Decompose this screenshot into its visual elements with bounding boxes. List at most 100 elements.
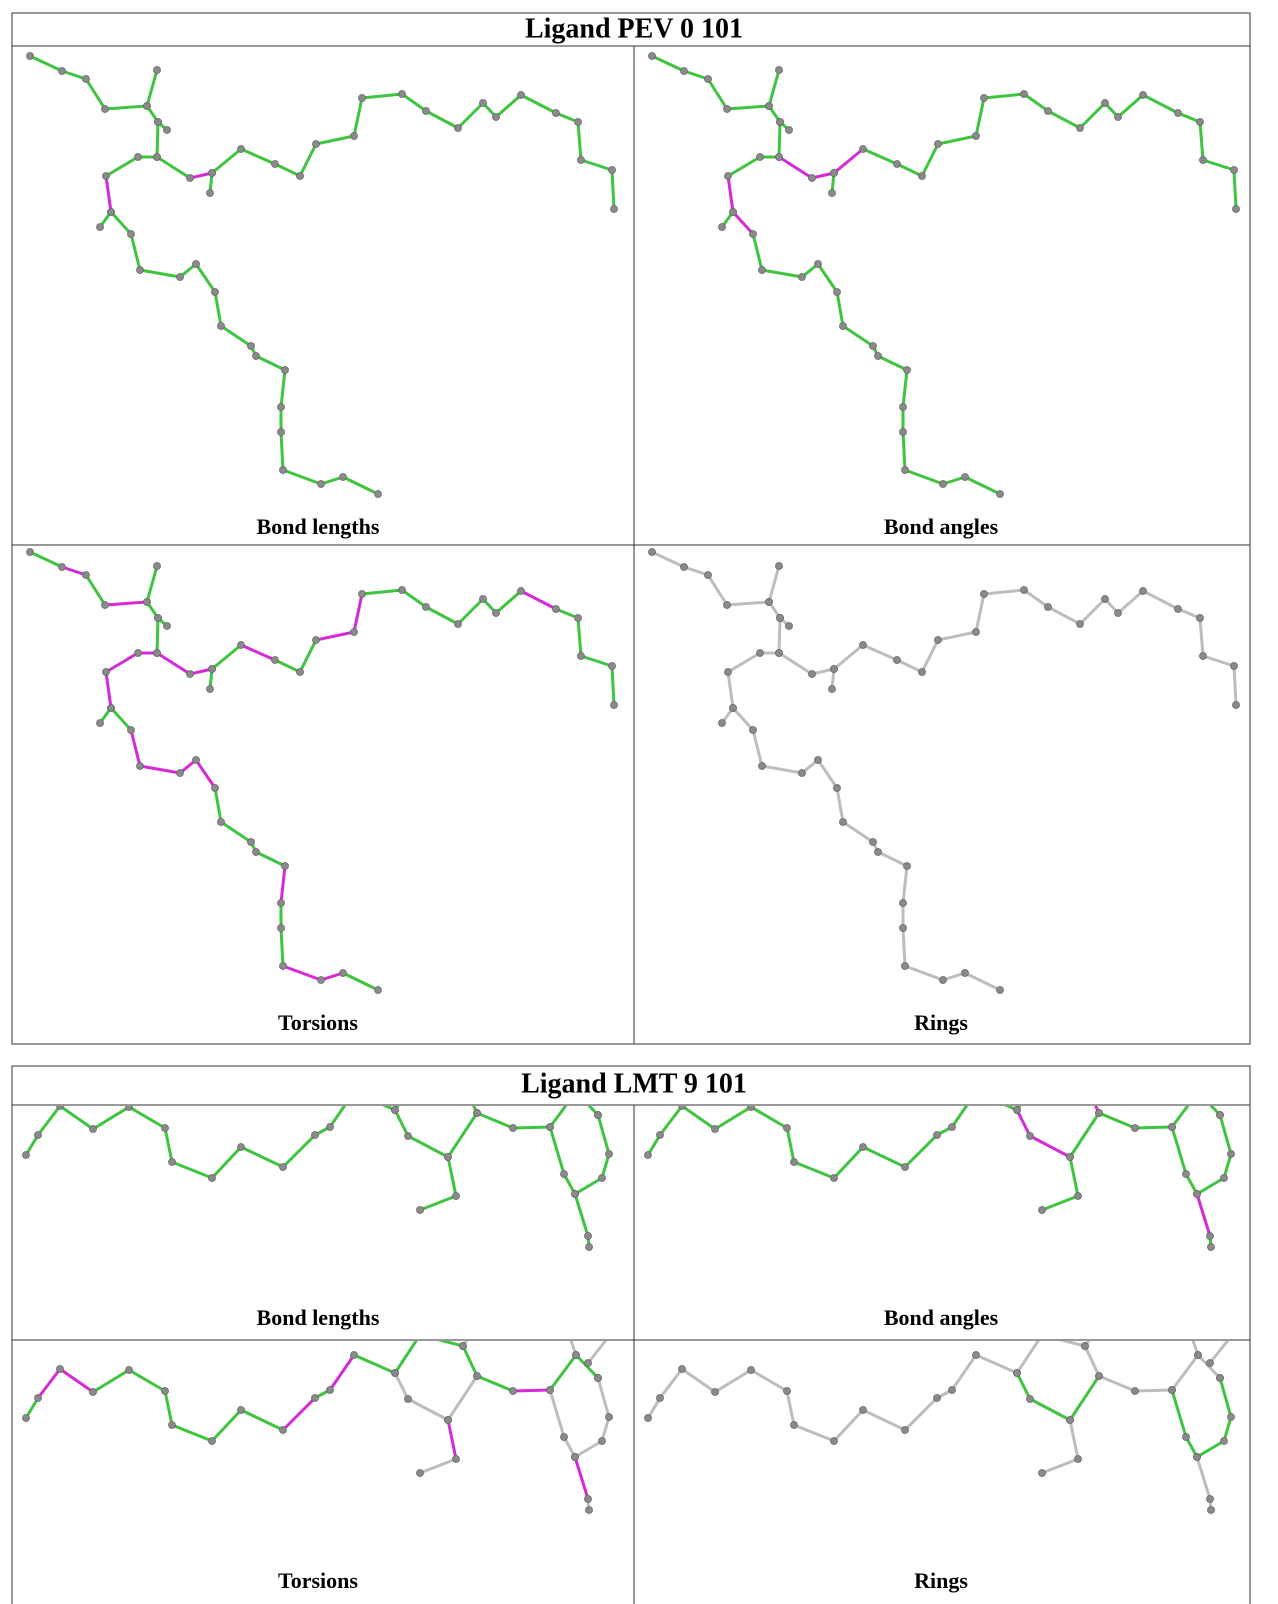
atom (1140, 588, 1147, 595)
atom (238, 642, 245, 649)
atom (207, 686, 214, 693)
atom (318, 977, 325, 984)
atom (278, 925, 285, 932)
table-title: Ligand LMT 9 101 (521, 1068, 747, 1099)
atom (248, 343, 255, 350)
atom (375, 491, 382, 498)
atom (900, 404, 907, 411)
panel-label: Bond lengths (257, 514, 380, 539)
atom (973, 1352, 980, 1359)
atom (585, 1233, 592, 1240)
atom (1217, 1375, 1224, 1382)
atom (137, 763, 144, 770)
atom (327, 1124, 334, 1131)
atom (935, 637, 942, 644)
atom (35, 1132, 42, 1139)
atom (831, 666, 838, 673)
atom (1132, 1125, 1139, 1132)
atom (108, 705, 115, 712)
atom (297, 173, 304, 180)
atom (212, 785, 219, 792)
atom (126, 1367, 133, 1374)
atom (392, 1107, 399, 1114)
atom (1115, 114, 1122, 121)
atom (585, 1360, 592, 1367)
atom (1207, 1360, 1214, 1367)
atom (218, 819, 225, 826)
atom (724, 602, 731, 609)
atom (719, 720, 726, 727)
atom (297, 669, 304, 676)
atom (193, 261, 200, 268)
atom (445, 1154, 452, 1161)
atom (144, 103, 151, 110)
atom (829, 190, 836, 197)
atom (399, 91, 406, 98)
atom (834, 289, 841, 296)
atom (809, 671, 816, 678)
atom (1231, 663, 1238, 670)
panel-label: Torsions (278, 1568, 358, 1593)
atom (313, 141, 320, 148)
atom (83, 572, 90, 579)
atom (209, 666, 216, 673)
atom (177, 770, 184, 777)
atom (187, 175, 194, 182)
atom (575, 615, 582, 622)
atom (902, 1164, 909, 1171)
atom (164, 127, 171, 134)
atom (902, 1427, 909, 1434)
atom (280, 963, 287, 970)
atom (934, 1395, 941, 1402)
atom (57, 1366, 64, 1373)
atom (791, 1422, 798, 1429)
atom (719, 224, 726, 231)
atom (209, 1175, 216, 1182)
atom (97, 720, 104, 727)
atom (313, 637, 320, 644)
atom (894, 657, 901, 664)
atom (460, 1343, 467, 1350)
atom (900, 925, 907, 932)
atom (83, 76, 90, 83)
atom (997, 491, 1004, 498)
atom (1067, 1417, 1074, 1424)
atom (712, 1126, 719, 1133)
atom (1075, 1456, 1082, 1463)
atom (102, 602, 109, 609)
atom (935, 141, 942, 148)
atom (1102, 100, 1109, 107)
atom (750, 727, 757, 734)
atom (474, 1110, 481, 1117)
atom (934, 1132, 941, 1139)
atom (340, 474, 347, 481)
atom (278, 429, 285, 436)
atom (359, 95, 366, 102)
atom (962, 970, 969, 977)
atom (474, 1373, 481, 1380)
atom (253, 353, 260, 360)
atom (327, 1387, 334, 1394)
atom (973, 133, 980, 140)
atom (135, 650, 142, 657)
atom (973, 629, 980, 636)
atom (209, 1438, 216, 1445)
bond (779, 122, 780, 157)
atom (860, 642, 867, 649)
bond (612, 666, 614, 705)
atom (759, 763, 766, 770)
atom (1200, 653, 1207, 660)
atom (829, 686, 836, 693)
atom (405, 1133, 412, 1140)
atom (212, 289, 219, 296)
atom (757, 650, 764, 657)
atom (776, 154, 783, 161)
atom (919, 173, 926, 180)
atom (649, 549, 656, 556)
atom (90, 1126, 97, 1133)
atom (27, 53, 34, 60)
atom (518, 588, 525, 595)
atom (103, 669, 110, 676)
atom (312, 1132, 319, 1139)
atom (162, 1388, 169, 1395)
